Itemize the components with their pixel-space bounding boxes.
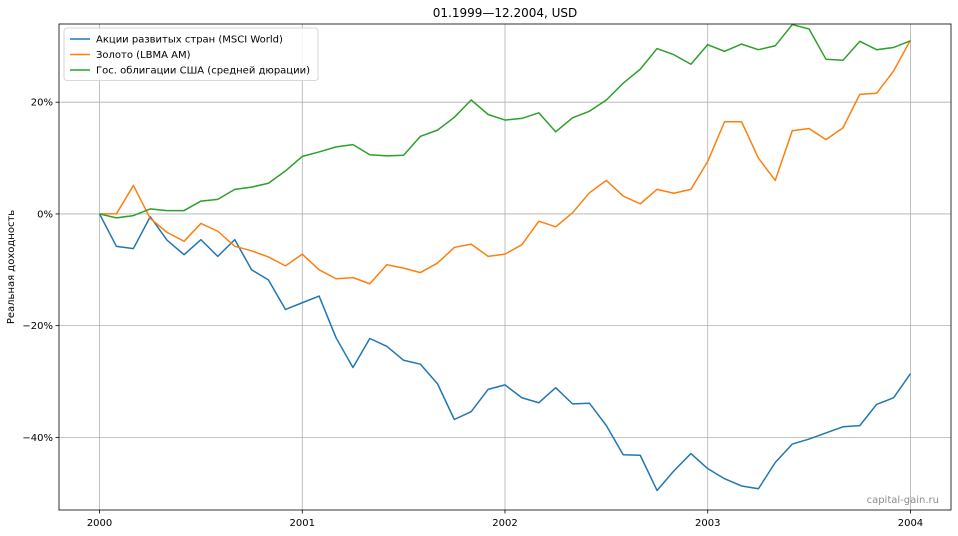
legend-entry-0: Акции развитых стран (MSCI World) (96, 35, 283, 46)
x-tick-label: 2002 (492, 518, 517, 529)
x-axis-ticks: 2000 2001 2002 2003 2004 (87, 510, 923, 529)
y-axis-label: Реальная доходность (6, 210, 17, 324)
grid-lines (59, 24, 951, 510)
x-tick-label: 2000 (87, 518, 112, 529)
series-lines (98, 23, 912, 492)
x-tick-label: 2004 (898, 518, 923, 529)
legend-entry-1: Золото (LBMA AM) (96, 50, 191, 61)
y-tick-label: −20% (22, 321, 53, 332)
series-line-0 (98, 213, 912, 492)
y-axis-ticks: −40% −20% 0% 20% (22, 98, 59, 444)
legend: Акции развитых стран (MSCI World) Золото … (63, 27, 319, 81)
legend-entry-2: Гос. облигации США (средней дюрации) (96, 66, 310, 77)
x-tick-label: 2003 (695, 518, 720, 529)
y-tick-label: 0% (37, 209, 53, 220)
y-tick-label: −40% (22, 433, 53, 444)
legend-box (63, 27, 319, 81)
watermark-text: capital-gain.ru (867, 495, 939, 506)
chart-title: 01.1999—12.2004, USD (433, 6, 578, 20)
series-line-1 (99, 39, 912, 285)
y-tick-label: 20% (31, 98, 53, 109)
series-line-2 (99, 23, 911, 219)
x-tick-label: 2001 (290, 518, 315, 529)
